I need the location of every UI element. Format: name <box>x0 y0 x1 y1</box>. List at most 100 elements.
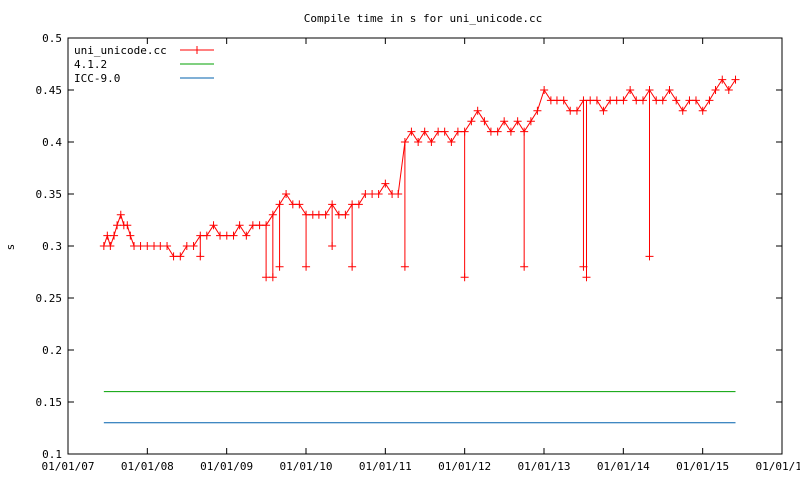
legend-label: 4.1.2 <box>74 58 107 71</box>
data-point <box>473 106 482 115</box>
data-point <box>354 200 363 209</box>
data-point <box>678 106 687 115</box>
y-tick-label: 0.3 <box>42 240 62 253</box>
x-tick-label: 01/01/07 <box>42 460 95 473</box>
data-point <box>718 75 727 84</box>
y-axis-label: s <box>4 244 17 251</box>
data-point <box>486 127 495 136</box>
data-point <box>182 242 191 250</box>
data-point <box>632 96 641 105</box>
data-point <box>672 96 681 105</box>
outlier-point <box>400 262 409 271</box>
data-point <box>711 86 720 94</box>
data-point <box>612 96 621 105</box>
data-point <box>381 179 390 188</box>
legend-label: ICC-9.0 <box>74 72 120 85</box>
outlier-point <box>262 273 271 282</box>
data-point <box>361 190 370 198</box>
data-point <box>235 221 244 230</box>
legend-label: uni_unicode.cc <box>74 44 167 57</box>
data-point <box>113 221 122 230</box>
data-point <box>341 210 350 219</box>
data-point <box>599 106 608 115</box>
y-tick-label: 0.45 <box>36 84 63 97</box>
data-point <box>572 106 581 115</box>
x-tick-label: 01/01/09 <box>200 460 253 473</box>
data-point <box>506 127 515 136</box>
outlier-point <box>645 252 654 261</box>
data-point <box>407 127 416 136</box>
data-point <box>480 117 489 126</box>
data-point <box>493 127 502 136</box>
y-tick-label: 0.2 <box>42 344 62 357</box>
data-point <box>295 200 304 209</box>
data-point <box>156 242 165 250</box>
outlier-point <box>302 262 311 271</box>
data-point <box>638 96 647 105</box>
data-point <box>189 242 198 250</box>
x-tick-label: 01/01/13 <box>518 460 571 473</box>
data-point <box>123 221 132 230</box>
outlier-point <box>268 273 277 282</box>
data-point <box>126 231 135 240</box>
data-point <box>724 86 733 94</box>
x-tick-label: 01/01/08 <box>121 460 174 473</box>
outlier-point <box>582 273 591 282</box>
data-point <box>665 86 674 94</box>
outlier-point <box>348 262 357 271</box>
data-point <box>248 221 257 230</box>
outlier-point <box>520 262 529 271</box>
x-tick-label: 01/01/15 <box>676 460 729 473</box>
data-point <box>698 106 707 115</box>
data-point <box>116 210 125 219</box>
y-tick-label: 0.4 <box>42 136 62 149</box>
x-tick-label: 01/01/16 <box>756 460 800 473</box>
data-point <box>374 190 383 198</box>
data-point <box>136 242 145 250</box>
data-point <box>143 242 152 250</box>
data-point <box>229 231 238 240</box>
data-point <box>559 96 568 105</box>
x-axis-ticks: 01/01/07 01/01/08 01/01/09 01/01/10 01/01/11… <box>42 38 800 473</box>
data-point <box>394 190 403 198</box>
data-point <box>414 138 423 146</box>
legend-marker <box>193 46 201 54</box>
data-point <box>540 86 549 94</box>
chart-title: Compile time in s for uni_unicode.cc <box>304 12 542 25</box>
y-axis-ticks: 0.1 0.15 0.2 0.25 0.3 0.35 0.4 0.45 0.5 <box>36 32 782 461</box>
data-point <box>500 117 509 126</box>
data-point <box>110 231 119 240</box>
data-point <box>552 96 561 105</box>
data-point <box>222 231 231 240</box>
data-point <box>103 231 112 240</box>
data-point <box>467 117 476 126</box>
outlier-point <box>275 262 284 271</box>
y-tick-label: 0.35 <box>36 188 63 201</box>
outlier-point <box>328 242 337 250</box>
series-line <box>103 78 736 257</box>
data-point <box>440 127 449 136</box>
data-point <box>209 221 218 230</box>
data-point <box>453 127 462 136</box>
data-point <box>169 252 178 261</box>
data-point <box>626 86 635 94</box>
data-point <box>731 75 740 84</box>
data-point <box>163 242 172 250</box>
x-tick-label: 01/01/10 <box>280 460 333 473</box>
outlier-point <box>460 273 469 282</box>
data-point <box>427 138 436 146</box>
series-layer <box>99 75 740 424</box>
y-tick-label: 0.5 <box>42 32 62 45</box>
data-point <box>314 210 323 219</box>
data-point <box>420 127 429 136</box>
x-tick-label: 01/01/11 <box>359 460 412 473</box>
x-tick-label: 01/01/14 <box>597 460 650 473</box>
data-point <box>202 231 211 240</box>
data-point <box>533 106 542 115</box>
y-tick-label: 0.15 <box>36 396 63 409</box>
data-point <box>691 96 700 105</box>
data-point <box>526 117 535 126</box>
data-point <box>242 231 251 240</box>
